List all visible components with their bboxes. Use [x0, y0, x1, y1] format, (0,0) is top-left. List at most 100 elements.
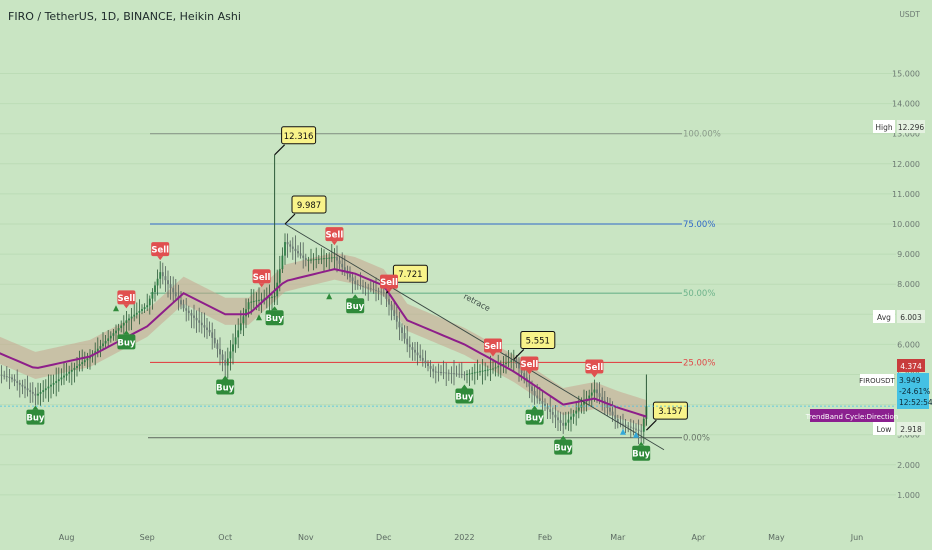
candle-body — [258, 299, 260, 301]
candle-body — [81, 362, 84, 365]
candle-body — [255, 300, 258, 302]
candle-body — [564, 422, 567, 426]
buy-signal — [554, 439, 573, 455]
candle-body — [52, 382, 55, 385]
candle-body — [239, 323, 242, 331]
x-tick-label: Aug — [59, 533, 75, 542]
candle-body — [588, 395, 591, 399]
sell-signal-label: Sell — [326, 231, 344, 241]
x-tick-label: Jun — [850, 533, 864, 542]
candle-body — [354, 280, 357, 285]
candle-body — [135, 312, 138, 315]
candle-body — [229, 351, 232, 359]
callout-label: 5.551 — [526, 336, 550, 346]
sell-signal-label: Sell — [521, 360, 539, 370]
candle-body — [323, 258, 325, 260]
candle-body — [86, 358, 89, 361]
candle-body — [159, 272, 162, 279]
current-price-value: 4.374 — [900, 362, 922, 371]
buy-signal-label: Buy — [266, 314, 285, 324]
buy-signal — [117, 334, 136, 350]
candle-body — [567, 419, 570, 423]
candle-body — [83, 360, 86, 363]
candle-body — [133, 314, 136, 317]
candle-body — [208, 329, 211, 333]
buy-signal-pointer — [352, 294, 359, 299]
x-tick-label: Mar — [610, 533, 626, 542]
candle-body — [372, 289, 375, 291]
candle-body — [63, 375, 65, 378]
high-tag-label: High — [875, 123, 892, 132]
low-tag-label: Low — [877, 425, 892, 434]
candle-body — [237, 330, 240, 338]
candle-body — [362, 285, 364, 287]
candle-body — [50, 384, 52, 387]
candle-body — [125, 320, 128, 323]
candle-body — [333, 257, 336, 259]
sell-signal-label: Sell — [253, 273, 271, 283]
candle-body — [538, 398, 541, 402]
buy-signal-pointer — [271, 306, 278, 311]
buy-signal-pointer — [32, 405, 39, 410]
sell-signal — [585, 359, 604, 374]
candle-body — [590, 392, 593, 396]
candle-body — [213, 337, 216, 344]
candle-body — [164, 276, 167, 281]
candle-body — [338, 260, 341, 264]
candle-body — [619, 422, 622, 424]
sell-signal — [252, 269, 271, 284]
buy-signal — [265, 310, 284, 326]
candle-body — [307, 259, 310, 261]
fib-level-label: 25.00% — [683, 358, 715, 368]
candle-body — [78, 364, 81, 367]
buy-signal — [26, 409, 45, 425]
candle-body — [278, 269, 281, 283]
buy-signal — [632, 445, 651, 461]
candle-body — [221, 354, 224, 360]
callout-label: 3.157 — [658, 407, 682, 417]
candle-body — [130, 316, 133, 319]
candle-body — [367, 287, 370, 289]
candle-body — [224, 359, 227, 366]
x-tick-label: Oct — [218, 533, 232, 542]
descending-trendline — [284, 223, 665, 451]
signal-triangle — [326, 293, 333, 300]
candle-body — [468, 373, 471, 375]
candle-body — [3, 375, 6, 377]
avg-tag-label-box — [873, 310, 895, 323]
candle-body — [211, 332, 214, 338]
candle-body — [635, 428, 637, 430]
candle-body — [104, 340, 107, 344]
candle-body — [289, 244, 292, 247]
candle-body — [174, 292, 177, 297]
candle-body — [476, 371, 479, 373]
callout-label: 7.721 — [398, 270, 422, 280]
candle-body — [252, 301, 255, 303]
sell-signal-pointer — [331, 241, 338, 246]
buy-signal — [455, 388, 474, 404]
candle-body — [377, 290, 380, 292]
candle-body — [609, 407, 611, 412]
candle-body — [138, 310, 141, 313]
candle-body — [484, 370, 487, 372]
sell-signal-pointer — [490, 352, 496, 357]
candle-body — [471, 372, 474, 374]
candle-body — [169, 284, 172, 289]
symbol-price: 3.949 — [899, 376, 921, 385]
candle-body — [536, 395, 539, 399]
candles — [0, 233, 648, 445]
candle-body — [154, 285, 156, 293]
callout-box — [520, 330, 556, 349]
sell-signal — [520, 356, 539, 371]
candle-body — [44, 388, 47, 391]
candle-body — [31, 391, 34, 394]
y-tick-label: 2.000 — [897, 461, 920, 470]
current-price-tag: 4.374 — [897, 359, 925, 372]
candle-body — [115, 330, 117, 334]
candle-body — [304, 257, 307, 261]
x-tick-label: 2022 — [454, 533, 474, 542]
candle-body — [632, 427, 635, 429]
low-tag-label-box — [873, 422, 895, 435]
candle-body — [489, 369, 492, 371]
